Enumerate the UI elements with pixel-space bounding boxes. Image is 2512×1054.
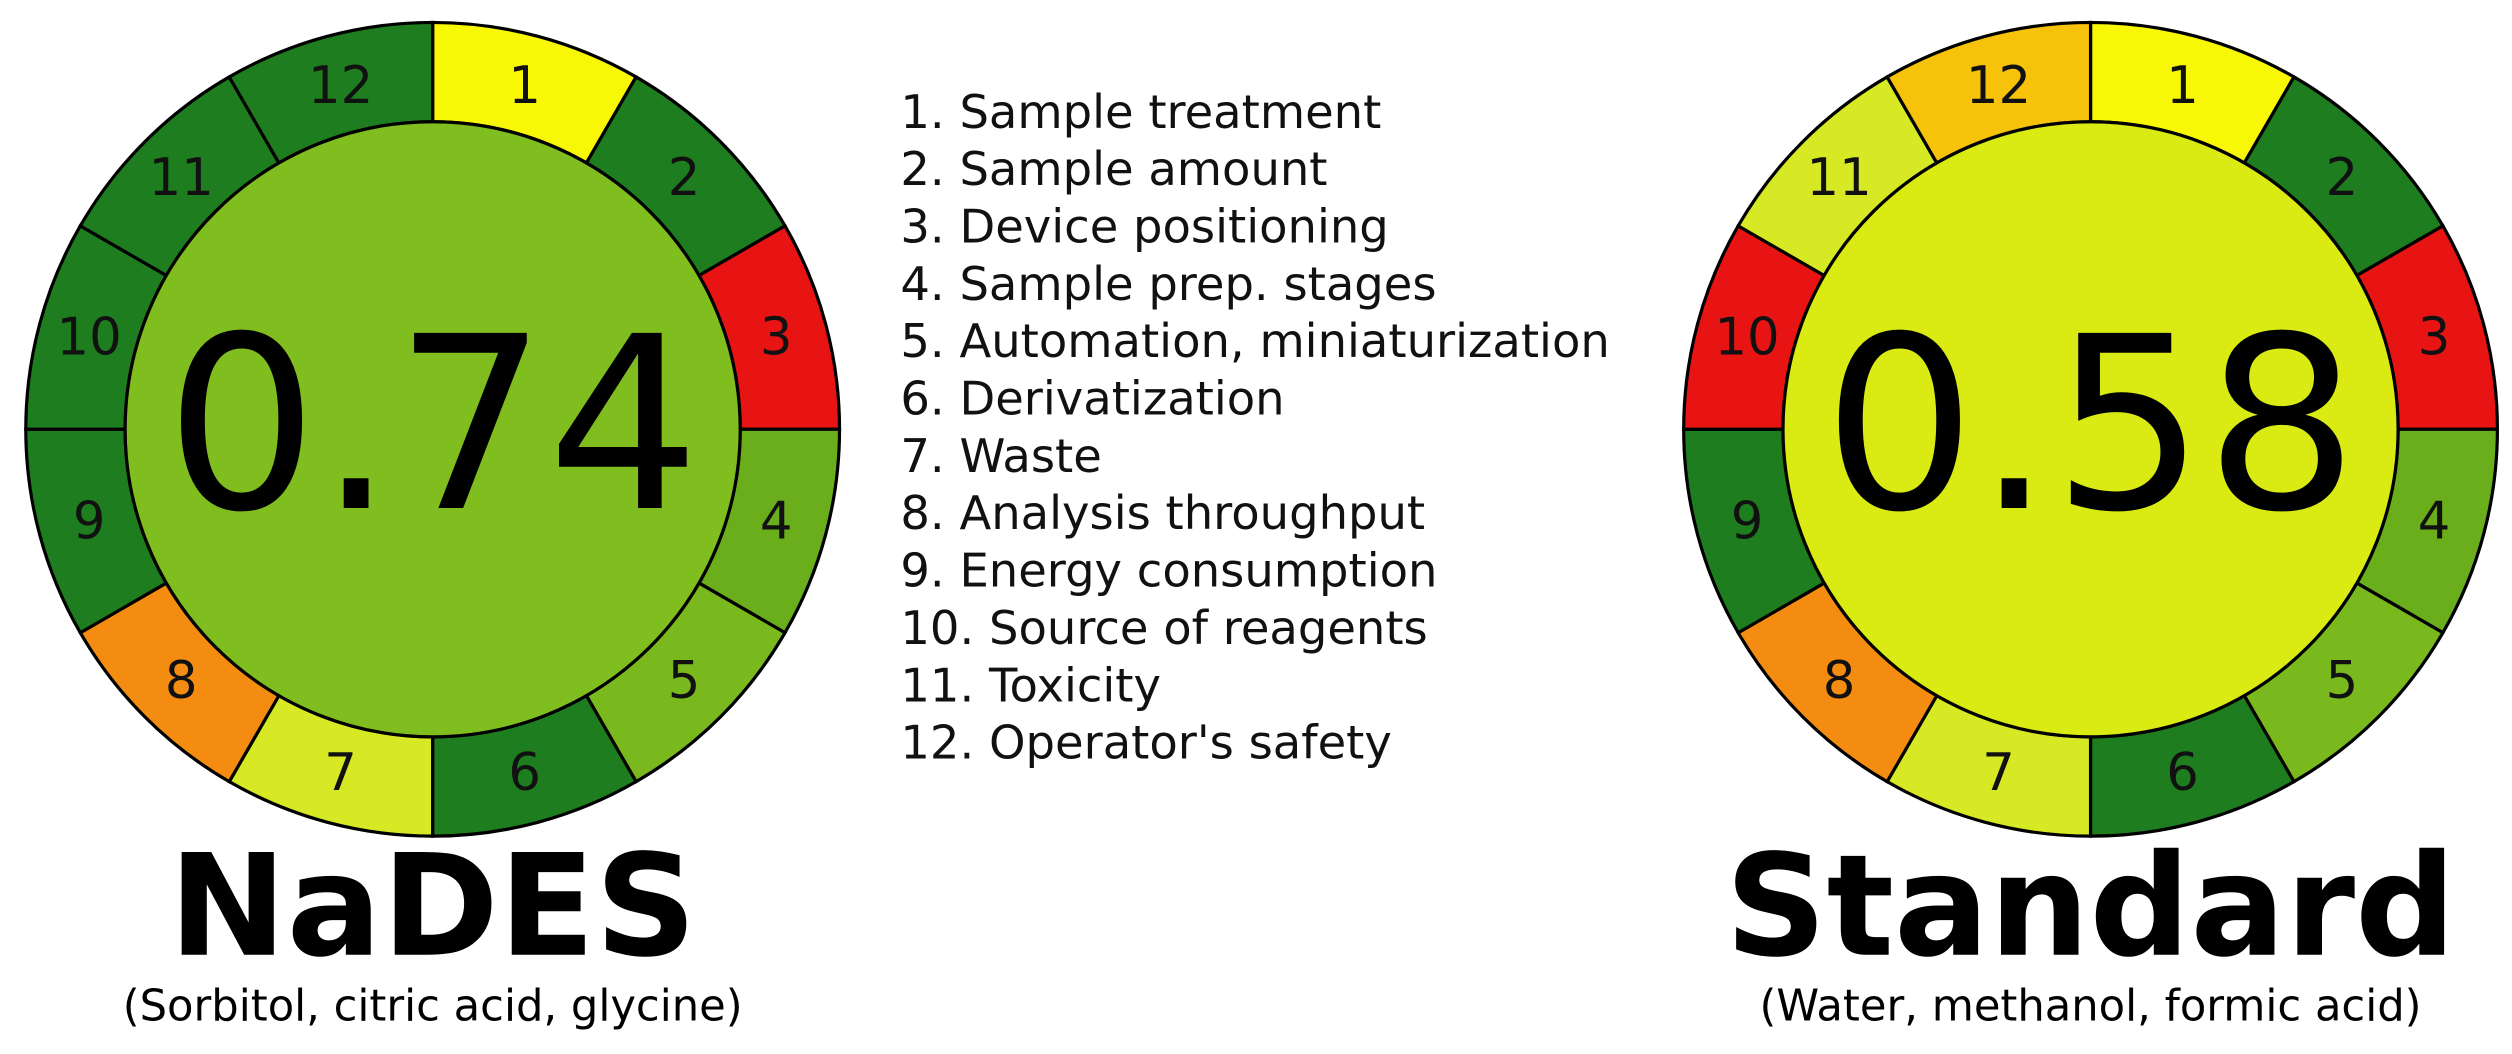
segment-label: 3	[760, 307, 793, 367]
segment-label: 3	[2418, 307, 2451, 367]
segment-label: 4	[760, 492, 793, 552]
segment-label: 7	[324, 743, 357, 803]
legend-item: 6. Derivatization	[900, 372, 1284, 426]
segment-label: 4	[2418, 492, 2451, 552]
segment-label: 9	[73, 492, 106, 552]
center-disc	[123, 120, 742, 739]
center-disc	[1781, 120, 2400, 739]
legend-item: 2. Sample amount	[900, 142, 1327, 196]
segment-label: 12	[308, 56, 373, 116]
legend-item: 11. Toxicity	[900, 658, 1161, 712]
segment-label: 5	[668, 651, 701, 711]
segment-label: 8	[165, 651, 198, 711]
segment-label: 6	[2166, 743, 2199, 803]
segment-label: 10	[1714, 307, 1779, 367]
pictogram-title: NaDES	[169, 825, 697, 989]
segment-label: 8	[1823, 651, 1856, 711]
segment-label: 12	[1966, 56, 2031, 116]
segment-label: 2	[2326, 148, 2359, 208]
segment-label: 6	[508, 743, 541, 803]
segment-label: 11	[149, 148, 214, 208]
segment-label: 2	[668, 148, 701, 208]
segment-label: 11	[1806, 148, 1871, 208]
segment-label: 5	[2326, 651, 2359, 711]
legend-item: 8. Analysis throughput	[900, 486, 1425, 540]
pictogram-subtitle: (Water, methanol, formic acid)	[1760, 982, 2422, 1032]
segment-label: 10	[57, 307, 122, 367]
pictogram-subtitle: (Sorbitol, citric acid, glycine)	[123, 982, 743, 1032]
pictogram-title: Standard	[1725, 825, 2456, 989]
segment-label: 1	[508, 56, 541, 116]
segment-label: 7	[1982, 743, 2015, 803]
segment-label: 9	[1731, 492, 1764, 552]
legend-item: 5. Automation, miniaturization	[900, 314, 1609, 368]
legend-item: 4. Sample prep. stages	[900, 257, 1436, 311]
legend-item: 12. Operator's safety	[900, 716, 1391, 770]
legend-item: 1. Sample treatment	[900, 85, 1381, 139]
legend-item: 9. Energy consumption	[900, 544, 1437, 598]
legend-item: 7. Waste	[900, 429, 1101, 483]
segment-label: 1	[2166, 56, 2199, 116]
legend-item: 3. Device positioning	[900, 200, 1388, 254]
legend-item: 10. Source of reagents	[900, 601, 1427, 655]
score: 0.58	[1823, 285, 2358, 565]
score: 0.74	[165, 285, 700, 565]
